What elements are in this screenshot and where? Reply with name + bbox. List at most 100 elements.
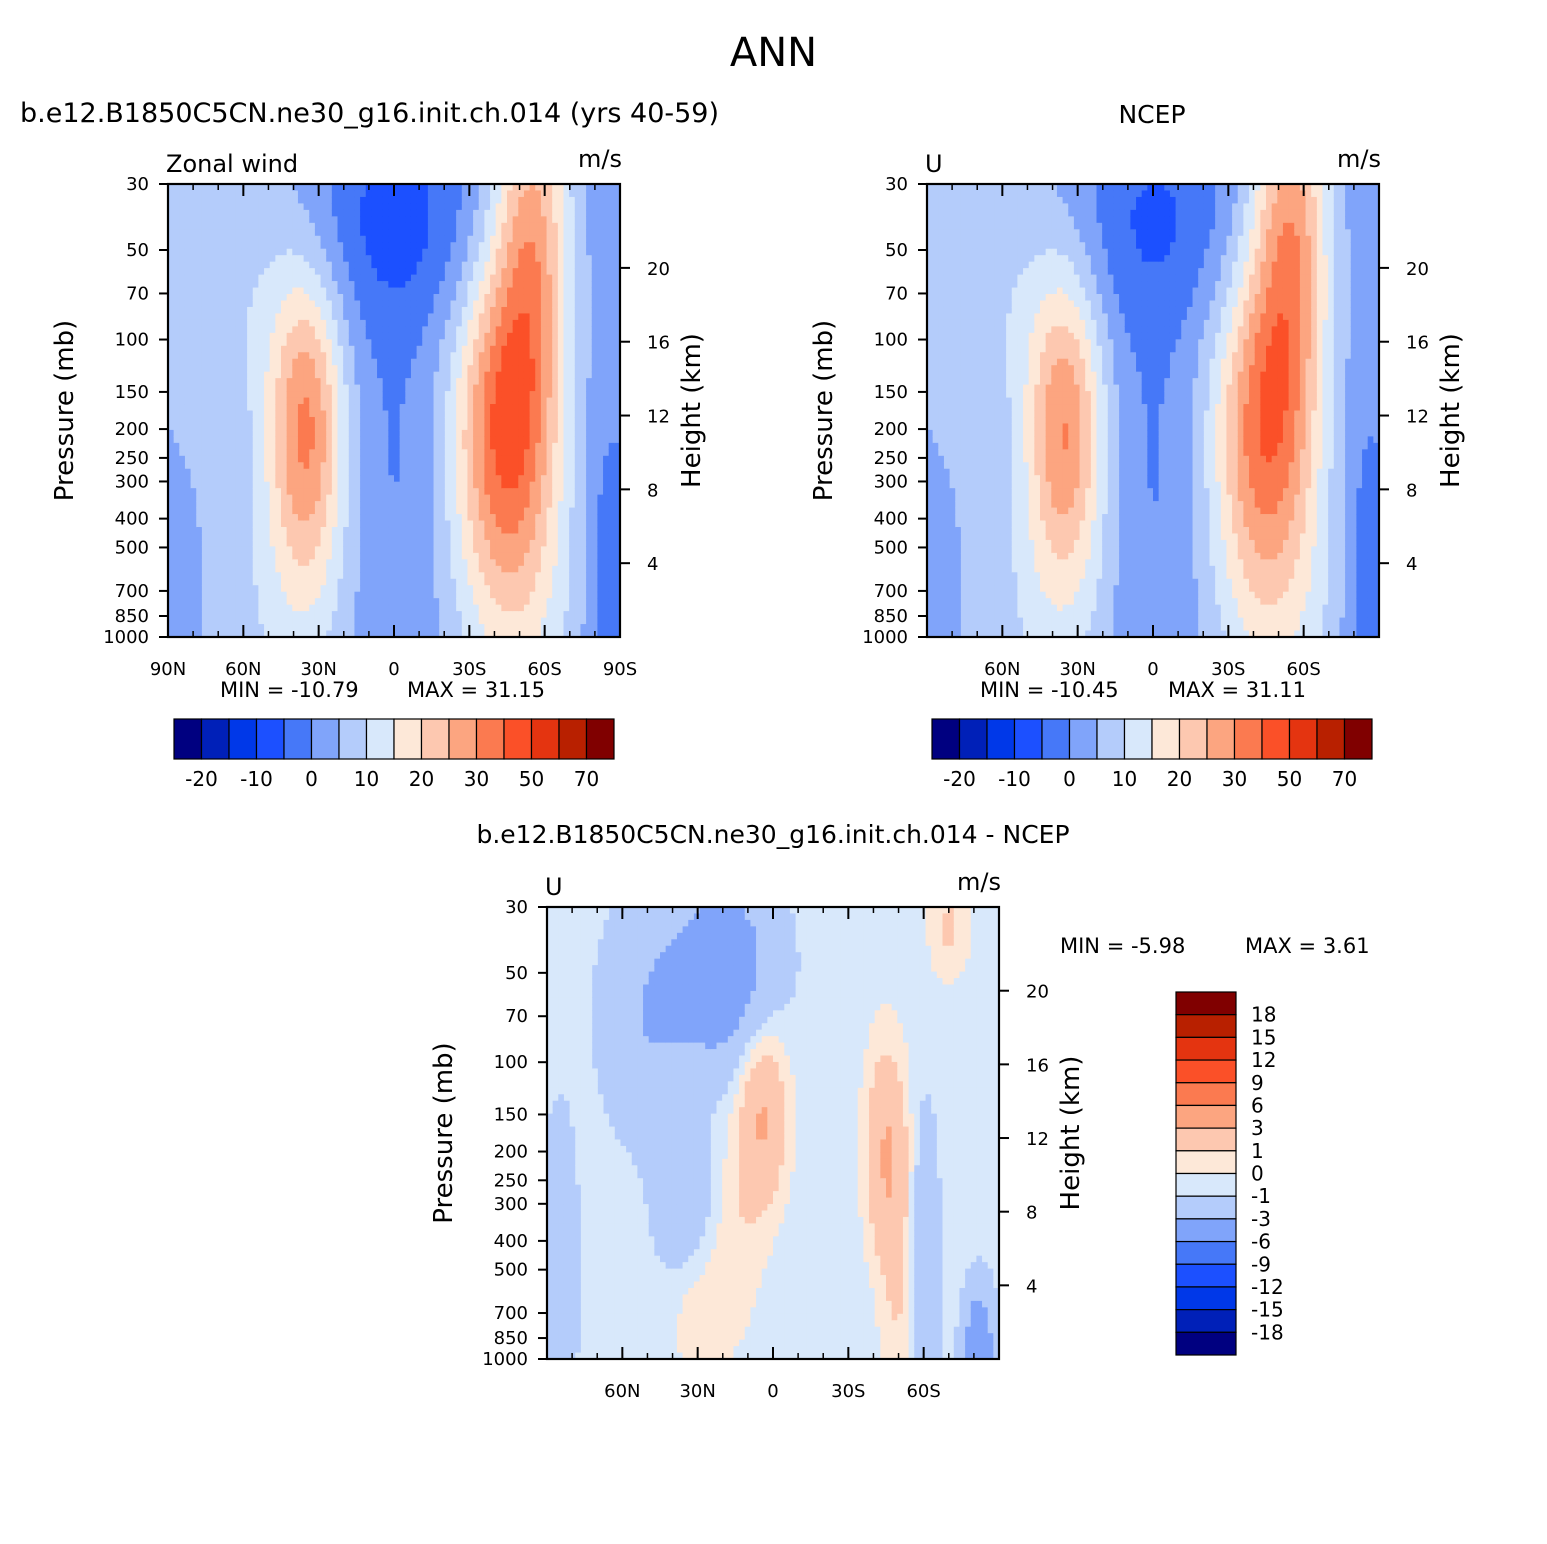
field-cell xyxy=(388,352,395,360)
field-cell xyxy=(501,585,508,593)
field-cell xyxy=(557,455,565,463)
field-cell xyxy=(388,526,395,535)
field-cell xyxy=(382,514,389,522)
field-cell xyxy=(552,216,559,224)
field-cell xyxy=(495,190,502,198)
field-cell xyxy=(529,268,536,276)
field-cell xyxy=(173,216,180,224)
field-cell xyxy=(552,630,559,637)
field-cell xyxy=(540,494,548,502)
field-cell xyxy=(439,507,446,515)
field-cell xyxy=(360,436,367,444)
field-cell xyxy=(224,274,231,282)
field-cell xyxy=(382,326,389,334)
field-cell xyxy=(258,196,265,205)
field-cell xyxy=(292,261,299,269)
field-cell xyxy=(190,242,197,250)
field-cell xyxy=(264,294,271,302)
field-cell xyxy=(190,585,197,593)
field-cell xyxy=(399,209,406,217)
field-cell xyxy=(348,559,356,567)
field-cell xyxy=(444,222,452,230)
field-cell xyxy=(439,391,446,399)
field-cell xyxy=(173,475,180,483)
field-cell xyxy=(388,533,395,541)
field-cell xyxy=(258,203,265,211)
field-cell xyxy=(461,248,469,256)
field-cell xyxy=(168,365,175,373)
field-cell xyxy=(461,449,469,457)
field-cell xyxy=(456,436,463,444)
field-cell xyxy=(348,611,356,619)
field-cell xyxy=(382,501,389,509)
field-cell xyxy=(563,559,570,567)
field-cell xyxy=(399,416,406,425)
field-cell xyxy=(422,306,429,315)
field-cell xyxy=(546,281,553,289)
field-cell xyxy=(343,332,350,340)
field-cell xyxy=(461,436,469,444)
field-cell xyxy=(377,378,384,386)
field-cell xyxy=(467,339,474,347)
field-cell xyxy=(218,442,226,450)
field-cell xyxy=(512,313,519,321)
field-cell xyxy=(507,468,514,476)
field-cell xyxy=(484,378,491,386)
field-cell xyxy=(303,235,310,243)
field-cell xyxy=(247,326,254,334)
field-cell xyxy=(473,209,480,217)
field-cell xyxy=(179,235,186,243)
field-cell xyxy=(337,423,344,431)
field-cell xyxy=(478,611,485,619)
field-cell xyxy=(450,410,457,418)
field-cell xyxy=(173,345,180,353)
field-cell xyxy=(348,585,356,593)
field-cell xyxy=(309,572,316,580)
field-cell xyxy=(405,442,412,450)
field-cell xyxy=(196,604,203,612)
field-cell xyxy=(399,429,406,437)
field-cell xyxy=(461,345,469,353)
field-cell xyxy=(218,255,226,263)
field-cell xyxy=(196,423,203,431)
field-cell xyxy=(360,306,367,315)
field-cell xyxy=(512,352,519,360)
field-cell xyxy=(563,488,570,496)
field-cell xyxy=(422,326,429,334)
field-cell xyxy=(190,429,197,437)
field-cell xyxy=(523,423,531,431)
field-cell xyxy=(388,378,395,386)
field-cell xyxy=(303,222,310,230)
field-cell xyxy=(252,345,259,353)
field-cell xyxy=(314,371,322,379)
field-cell xyxy=(168,630,175,637)
field-cell xyxy=(433,436,440,444)
field-cell xyxy=(190,442,197,450)
field-cell xyxy=(201,209,209,217)
field-cell xyxy=(382,339,389,347)
field-cell xyxy=(456,378,463,386)
field-cell xyxy=(235,462,243,470)
field-cell xyxy=(495,410,502,418)
field-cell xyxy=(540,533,548,541)
field-cell xyxy=(252,624,259,632)
field-cell xyxy=(450,423,457,431)
field-cell xyxy=(478,462,485,470)
field-cell xyxy=(507,287,514,295)
field-cell xyxy=(501,203,508,211)
field-cell xyxy=(179,559,186,567)
field-cell xyxy=(422,358,429,366)
field-cell xyxy=(388,339,395,347)
field-cell xyxy=(512,591,519,599)
field-cell xyxy=(450,494,457,502)
field-cell xyxy=(507,319,514,327)
field-cell xyxy=(343,242,350,250)
field-cell xyxy=(535,585,542,593)
field-cell xyxy=(456,404,463,412)
field-cell xyxy=(326,222,333,230)
field-cell xyxy=(264,630,271,637)
field-cell xyxy=(377,287,384,295)
field-cell xyxy=(184,287,192,295)
field-cell xyxy=(394,287,401,295)
field-cell xyxy=(196,436,203,444)
